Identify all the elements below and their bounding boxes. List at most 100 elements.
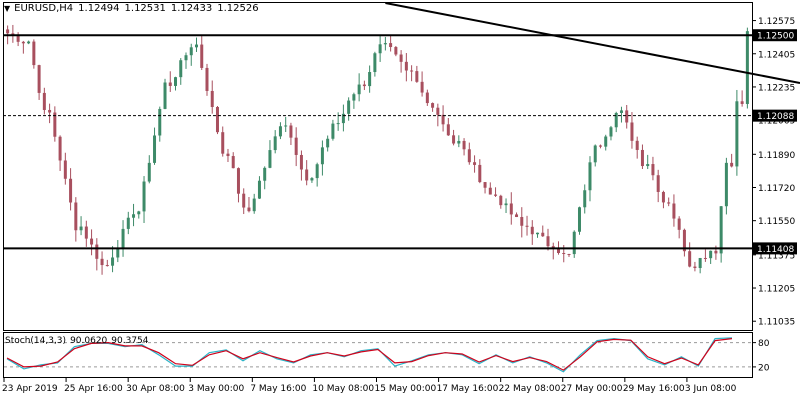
candle-body — [541, 232, 545, 237]
candle-body — [121, 228, 125, 248]
candle-body — [651, 164, 655, 176]
candle-body — [200, 44, 204, 68]
candle-body — [473, 162, 477, 165]
candle-body — [619, 110, 623, 113]
candle-body — [331, 123, 335, 139]
candle-body — [368, 72, 372, 87]
candle-body — [494, 194, 498, 196]
candle-body — [467, 149, 471, 163]
time-tick-label: 29 May 16:00 — [623, 384, 685, 394]
price-tick-label: 1.12235 — [758, 83, 795, 93]
candle-body — [231, 156, 235, 169]
time-tick-label: 7 May 16:00 — [250, 384, 306, 394]
trendline[interactable] — [385, 2, 800, 84]
candle-body — [410, 70, 414, 72]
candle-body — [357, 84, 361, 95]
candle-body — [546, 236, 550, 247]
candle-body — [205, 67, 209, 91]
candle-body — [63, 160, 67, 179]
candle-body — [247, 207, 251, 212]
candle-body — [688, 251, 692, 267]
candle-body — [745, 31, 749, 104]
candle-body — [572, 231, 576, 255]
stoch-name: Stoch(14,3,3) — [5, 336, 67, 346]
candle-body — [399, 54, 403, 62]
candle-body — [378, 44, 382, 54]
candle-body — [294, 137, 298, 155]
candle-body — [184, 55, 188, 61]
price-tag — [753, 29, 797, 42]
candle-body — [137, 211, 141, 215]
time-tick-label: 15 May 00:00 — [375, 384, 437, 394]
candle-body — [630, 122, 634, 141]
candle-body — [215, 107, 219, 133]
price-tag-label: 1.11408 — [757, 245, 794, 255]
stoch-label: Stoch(14,3,3) 90.0620 90.3754 — [5, 336, 153, 346]
stoch-level-label: 80 — [758, 339, 770, 349]
candle-body — [299, 154, 303, 170]
horizontal-lines — [3, 2, 800, 250]
price-tick-label: 1.11890 — [758, 151, 795, 161]
candle-body — [625, 110, 629, 123]
candle-body — [661, 191, 665, 203]
candle-body — [698, 257, 702, 269]
candle-body — [536, 232, 540, 235]
candle-body — [79, 226, 83, 231]
candle-body — [16, 35, 20, 42]
candle-body — [383, 43, 387, 45]
candle-body — [703, 257, 707, 259]
candle-body — [179, 60, 183, 78]
candle-body — [132, 214, 136, 218]
price-tick-label: 1.11205 — [758, 285, 795, 295]
candle-body — [394, 47, 398, 55]
candle-body — [226, 153, 230, 157]
time-tick-label: 10 May 08:00 — [312, 384, 374, 394]
stochastic-indicator: 80 20 — [4, 337, 770, 373]
candle-body — [614, 112, 618, 128]
candle-body — [84, 226, 88, 239]
candle-body — [462, 140, 466, 150]
price-tick-label: 1.11720 — [758, 184, 795, 194]
price-tag — [753, 242, 797, 255]
candle-body — [730, 162, 734, 167]
candle-body — [273, 136, 277, 151]
candle-body — [583, 190, 587, 208]
candle-body — [242, 193, 246, 208]
candle-body — [724, 162, 728, 207]
candle-body — [268, 150, 272, 168]
candle-body — [58, 136, 62, 161]
candle-body — [415, 71, 419, 82]
candle-body — [640, 149, 644, 167]
price-tick-label: 1.12575 — [758, 17, 795, 27]
candle-body — [530, 226, 534, 235]
candle-body — [425, 92, 429, 104]
candle-body — [420, 81, 424, 93]
stoch-signal-line — [6, 338, 733, 371]
candle-body — [452, 135, 456, 144]
candle-body — [352, 94, 356, 101]
time-tick-label: 22 May 08:00 — [499, 384, 561, 394]
candle-body — [588, 162, 592, 191]
candle-body — [515, 214, 519, 218]
candle-body — [499, 195, 503, 206]
candle-body — [168, 82, 172, 86]
candle-body — [48, 109, 52, 113]
candle-body — [315, 164, 319, 179]
candle-body — [509, 203, 513, 215]
candle-body — [593, 145, 597, 163]
dropdown-triangle-icon[interactable]: ▼ — [4, 4, 11, 13]
candle-body — [682, 229, 686, 252]
candle-body — [284, 125, 288, 127]
candle-body — [488, 187, 492, 195]
time-axis: 23 Apr 2019 25 Apr 16:00 30 Apr 08:00 3 May… — [2, 378, 737, 394]
candle-body — [69, 178, 73, 203]
candle-body — [441, 114, 445, 125]
candle-body — [53, 112, 57, 137]
candle-body — [362, 84, 366, 87]
candle-body — [693, 266, 697, 269]
stoch-main-value: 90.0620 — [70, 336, 108, 346]
candle-body — [646, 164, 650, 167]
candle-body — [289, 125, 293, 138]
candle-body — [252, 198, 256, 212]
